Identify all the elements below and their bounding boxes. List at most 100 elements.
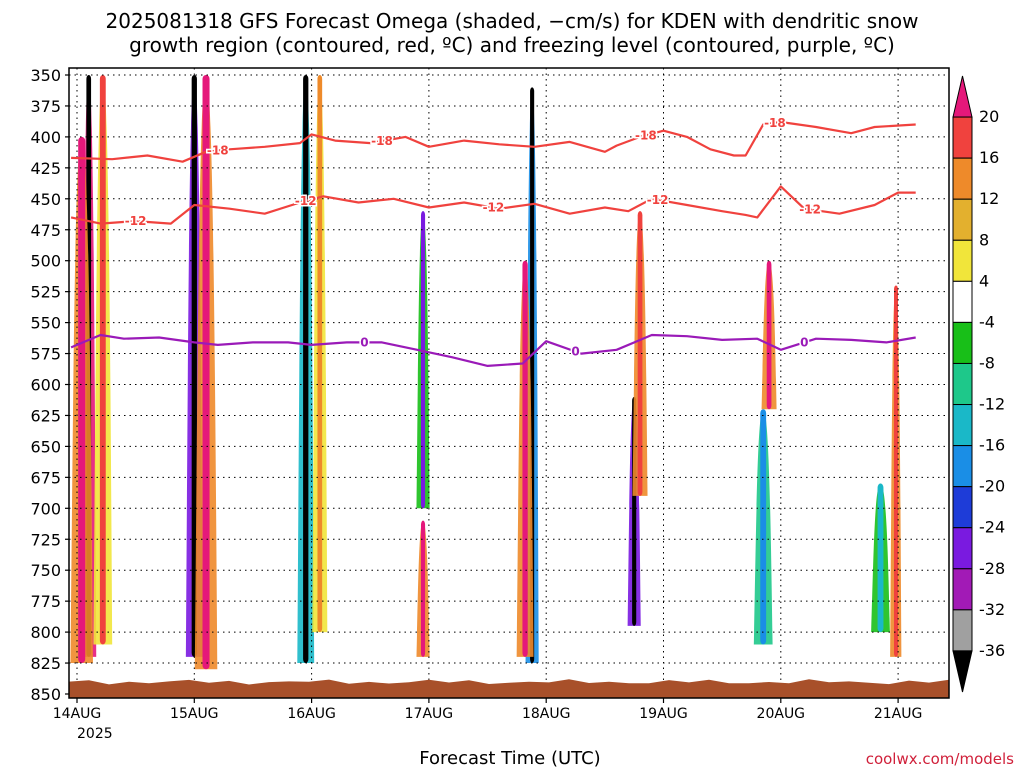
colorbar-label: 20 [979, 107, 999, 126]
y-tick-label: 725 [30, 530, 61, 549]
omega-column-core [202, 75, 210, 670]
plot-frame [68, 67, 950, 699]
y-tick-label: 350 [30, 66, 61, 85]
y-tick-label: 525 [30, 283, 61, 302]
colorbar-label: 12 [979, 189, 999, 208]
colorbar-label: -8 [979, 353, 995, 372]
omega-column-core [877, 483, 884, 633]
y-axis: 350 375 400 425 450 475 500 525 550 575 600 625 650 6… [30, 66, 69, 704]
x-tick-label: 17AUG [405, 706, 454, 722]
x-axis-title: Forecast Time (UTC) [419, 748, 600, 768]
omega-column-core [420, 211, 426, 509]
y-tick-label: 625 [30, 406, 61, 425]
y-tick-label: 550 [30, 314, 61, 333]
colorbar-label: -28 [979, 559, 1005, 578]
omega-column-core [303, 75, 309, 664]
omega-column-core [420, 520, 426, 657]
colorbar-label: -12 [979, 395, 1005, 414]
colorbar-swatch [952, 609, 973, 652]
colorbar-label: 8 [979, 230, 989, 249]
colorbar-swatch [952, 527, 973, 570]
y-tick-label: 375 [30, 97, 61, 116]
colorbar-swatch [952, 445, 973, 488]
temperature-contours: -18 -18 -18 -18 -12 -12 -12 -12 -12 0 0 0 [70, 114, 916, 367]
omega-column-core [317, 75, 323, 633]
colorbar-swatch [952, 198, 973, 241]
terrain-fill [69, 679, 949, 698]
contour-label: -18 [371, 134, 393, 148]
contour-label: -18 [635, 128, 657, 142]
contour-label: -12 [799, 203, 821, 217]
omega-column-core [766, 260, 772, 410]
contour-line [71, 120, 916, 163]
colorbar-swatch [952, 75, 973, 118]
x-tick-label: 21AUG [874, 706, 923, 722]
y-tick-label: 775 [30, 592, 61, 611]
chart-title-line-2: growth region (contoured, red, ºC) and f… [129, 33, 895, 57]
colorbar-label: -20 [979, 477, 1005, 496]
terrain-band [69, 679, 949, 698]
y-tick-label: 575 [30, 345, 61, 364]
colorbar-swatch [952, 362, 973, 406]
x-tick-label: 15AUG [170, 706, 219, 722]
colorbar-swatch [952, 650, 973, 693]
omega-column-core [78, 136, 86, 664]
omega-column-core [637, 211, 643, 496]
x-tick-label: 18AUG [522, 706, 571, 722]
contour-label: 0 [571, 344, 579, 358]
contour-label: 0 [360, 335, 368, 349]
colorbar: 20 16 12 8 4 -4 -8 -12 -16 -20 -24 -28 -32 -36 [952, 75, 1005, 693]
y-tick-label: 650 [30, 437, 61, 456]
y-tick-label: 850 [30, 685, 61, 704]
colorbar-label: 4 [979, 271, 989, 290]
y-tick-label: 450 [30, 190, 61, 209]
omega-column-core [760, 409, 767, 645]
contour-label: -18 [764, 116, 786, 130]
x-tick-label: 16AUG [287, 706, 336, 722]
colorbar-swatch [952, 239, 973, 282]
y-tick-label: 400 [30, 128, 61, 147]
omega-column-core [893, 285, 898, 657]
colorbar-swatch [952, 280, 973, 323]
x-axis: 14AUG 15AUG 16AUG 17AUG 18AUG 19AUG 20AUG 21AUG [53, 698, 923, 722]
colorbar-swatch [952, 321, 973, 364]
omega-column-core [99, 75, 106, 645]
contour-label: -12 [295, 194, 317, 208]
y-tick-label: 500 [30, 252, 61, 271]
colorbar-swatch [952, 404, 973, 447]
contour-line [70, 185, 916, 225]
colorbar-label: -32 [979, 600, 1005, 619]
x-axis-year-label: 2025 [77, 726, 113, 742]
colorbar-label: 16 [979, 148, 999, 167]
colorbar-label: -4 [979, 312, 995, 331]
credit-text: coolwx.com/models [866, 750, 1014, 768]
chart-title-line-1: 2025081318 GFS Forecast Omega (shaded, −… [106, 9, 919, 33]
y-tick-label: 750 [30, 561, 61, 580]
colorbar-swatch [952, 568, 973, 611]
y-tick-label: 425 [30, 159, 61, 178]
contour-label: -12 [647, 193, 669, 207]
colorbar-swatch [952, 157, 973, 200]
colorbar-label: -16 [979, 436, 1005, 455]
colorbar-label: -24 [979, 518, 1005, 537]
colorbar-swatch [952, 116, 973, 159]
y-tick-label: 800 [30, 623, 61, 642]
contour-label: 0 [800, 335, 808, 349]
x-tick-label: 19AUG [639, 706, 688, 722]
omega-column-core [522, 260, 528, 657]
contour-label: -18 [207, 144, 229, 158]
contour-line [70, 333, 916, 367]
y-tick-label: 675 [30, 468, 61, 487]
y-tick-label: 600 [30, 376, 61, 395]
contour-label: -12 [483, 201, 505, 215]
contour-label: -12 [125, 214, 147, 228]
colorbar-swatch [952, 486, 973, 529]
x-tick-label: 14AUG [53, 706, 102, 722]
grid-lines [69, 68, 949, 698]
x-tick-label: 20AUG [757, 706, 806, 722]
y-tick-label: 700 [30, 499, 61, 518]
y-tick-label: 825 [30, 654, 61, 673]
colorbar-label: -36 [979, 641, 1005, 660]
y-tick-label: 475 [30, 221, 61, 240]
